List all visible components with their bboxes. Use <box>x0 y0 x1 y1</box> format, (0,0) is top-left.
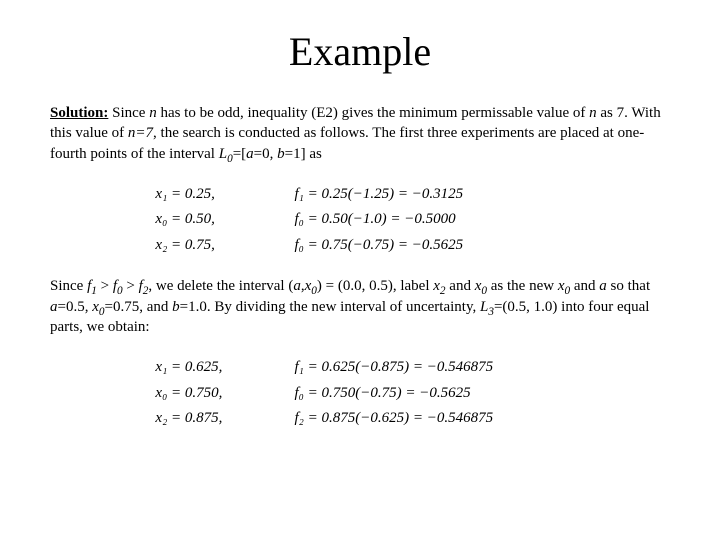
p2-f: =0.5, <box>58 299 93 315</box>
eq-row: x₀ = 0.50, f₀ = 0.50(−1.0) = −0.5000 <box>155 207 564 233</box>
eq-left: x₀ = 0.50, <box>155 207 294 233</box>
eq-row: x₂ = 0.875, f₂ = 0.875(−0.625) = −0.5468… <box>155 406 564 432</box>
p2-gt2: > <box>123 278 139 294</box>
p2-and1: and <box>446 278 475 294</box>
p2-b2: b <box>172 299 180 315</box>
eq-row: x₂ = 0.75, f₀ = 0.75(−0.75) = −0.5625 <box>155 233 564 259</box>
p1-b: has to be odd, inequality (E2) gives the… <box>157 105 589 121</box>
eq-left: x₀ = 0.750, <box>155 381 294 407</box>
p2-a3: a <box>50 299 58 315</box>
p1-f: =0, <box>254 146 277 162</box>
eq-right: f₂ = 0.875(−0.625) = −0.546875 <box>295 406 565 432</box>
solution-label: Solution: <box>50 105 108 121</box>
p1-e: =[ <box>233 146 246 162</box>
p1-n3: n=7 <box>128 125 153 141</box>
equation-block-1: x₁ = 0.25, f₁ = 0.25(−1.25) = −0.3125 x₀… <box>155 182 564 259</box>
eq-left: x₁ = 0.25, <box>155 182 294 208</box>
p2-and2: and <box>570 278 599 294</box>
equation-block-2: x₁ = 0.625, f₁ = 0.625(−0.875) = −0.5468… <box>155 355 564 432</box>
p2-gt1: > <box>97 278 113 294</box>
p2-x0d: x <box>92 299 99 315</box>
p1-g: =1] as <box>285 146 322 162</box>
p2-a: Since <box>50 278 87 294</box>
eq-row: x₁ = 0.625, f₁ = 0.625(−0.875) = −0.5468… <box>155 355 564 381</box>
p2-e: so that <box>607 278 650 294</box>
p2-a2: a <box>599 278 607 294</box>
p2-g: =0.75, and <box>105 299 173 315</box>
eq-right: f₀ = 0.750(−0.75) = −0.5625 <box>295 381 565 407</box>
p2-d: as the new <box>487 278 558 294</box>
eq-row: x₀ = 0.750, f₀ = 0.750(−0.75) = −0.5625 <box>155 381 564 407</box>
eq-right: f₁ = 0.25(−1.25) = −0.3125 <box>295 182 565 208</box>
p2-b: , we delete the interval ( <box>148 278 293 294</box>
eq-left: x₂ = 0.75, <box>155 233 294 259</box>
slide-title: Example <box>50 28 670 75</box>
eq-left: x₂ = 0.875, <box>155 406 294 432</box>
p2-a1: a <box>293 278 301 294</box>
p1-L0: L <box>219 146 227 162</box>
paragraph-1: Solution: Since n has to be odd, inequal… <box>50 103 670 164</box>
p2-c: ) = (0.0, 0.5), label <box>317 278 433 294</box>
p1-a-var: a <box>246 146 254 162</box>
p1-b-var: b <box>277 146 285 162</box>
eq-right: f₀ = 0.50(−1.0) = −0.5000 <box>295 207 565 233</box>
p2-x2: x <box>433 278 440 294</box>
eq-left: x₁ = 0.625, <box>155 355 294 381</box>
p2-h: =1.0. By dividing the new interval of un… <box>180 299 480 315</box>
eq-row: x₁ = 0.25, f₁ = 0.25(−1.25) = −0.3125 <box>155 182 564 208</box>
slide: Example Solution: Since n has to be odd,… <box>0 0 720 540</box>
eq-right: f₀ = 0.75(−0.75) = −0.5625 <box>295 233 565 259</box>
paragraph-2: Since f1 > f0 > f2, we delete the interv… <box>50 276 670 337</box>
p2-x0c: x <box>558 278 565 294</box>
p1-n2: n <box>589 105 597 121</box>
p1-n1: n <box>149 105 157 121</box>
p1-a: Since <box>108 105 149 121</box>
eq-right: f₁ = 0.625(−0.875) = −0.546875 <box>295 355 565 381</box>
